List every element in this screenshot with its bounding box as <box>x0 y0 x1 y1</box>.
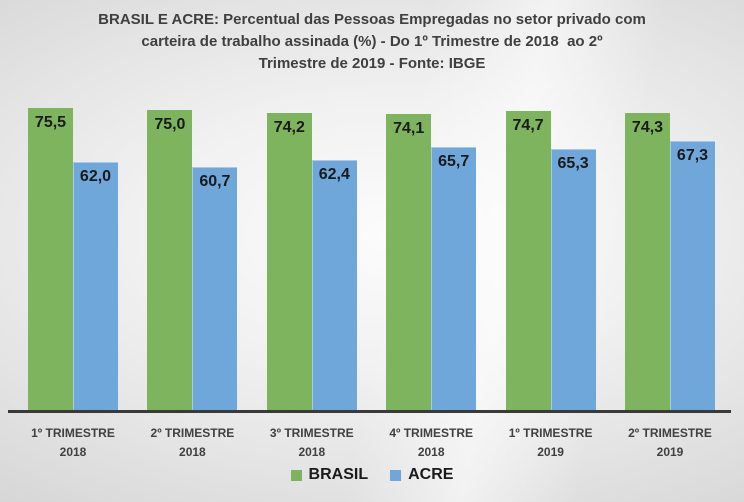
bar-value-label: 75,0 <box>154 116 186 133</box>
x-axis-category-year: 2019 <box>537 445 564 459</box>
bar-value-label: 60,7 <box>199 173 231 190</box>
legend-item-brasil: BRASIL <box>290 466 369 484</box>
bar-acre: 67,3 <box>670 141 715 410</box>
x-axis-category-quarter: 2º TRIMESTRE <box>150 426 235 440</box>
x-axis-category: 2º TRIMESTRE 2019 <box>608 424 732 462</box>
bar-value-label: 74,7 <box>512 117 544 134</box>
x-axis-line <box>8 410 731 413</box>
bar-brasil: 74,1 <box>386 114 432 410</box>
bar-value-label: 74,2 <box>273 119 305 136</box>
x-axis-category-quarter: 1º TRIMESTRE <box>31 426 115 440</box>
bar-value-label: 62,0 <box>79 168 112 185</box>
bar-brasil: 74,2 <box>266 113 312 410</box>
legend-swatch-acre <box>390 469 402 481</box>
chart-title: BRASIL E ACRE: Percentual das Pessoas Em… <box>40 9 704 75</box>
legend-swatch-brasil <box>290 469 302 481</box>
x-axis-category-quarter: 4º TRIMESTRE <box>389 426 474 440</box>
x-axis-category: 3º TRIMESTRE 2018 <box>250 424 374 462</box>
bar-value-label: 65,3 <box>557 155 589 172</box>
bar-acre: 60,7 <box>192 167 238 410</box>
bar-brasil: 74,7 <box>505 111 551 410</box>
bar-value-label: 62,4 <box>318 166 350 183</box>
x-axis-category: 1º TRIMESTRE 2018 <box>11 424 135 462</box>
x-axis-category: 4º TRIMESTRE 2018 <box>369 424 493 462</box>
legend-item-acre: ACRE <box>390 466 453 484</box>
bar-value-label: 74,3 <box>631 119 664 136</box>
bar-value-label: 75,5 <box>34 114 67 131</box>
x-axis-category-year: 2019 <box>656 445 684 459</box>
bar-brasil: 75,0 <box>147 110 193 410</box>
x-axis-category-year: 2018 <box>179 445 206 459</box>
bar-acre: 65,7 <box>431 147 477 410</box>
bar-brasil: 75,5 <box>28 108 73 410</box>
bar-acre: 62,0 <box>73 162 118 410</box>
x-axis-category-quarter: 3º TRIMESTRE <box>269 426 354 440</box>
x-axis-category-year: 2018 <box>59 445 87 459</box>
legend: BRASIL ACRE <box>0 466 744 484</box>
chart-title-line-2: carteira de trabalho assinada (%) - Do 1… <box>141 33 603 50</box>
x-axis-category-quarter: 2º TRIMESTRE <box>628 426 712 440</box>
bar-value-label: 65,7 <box>438 153 470 170</box>
x-axis-category-year: 2018 <box>417 445 445 459</box>
chart-title-line-1: BRASIL E ACRE: Percentual das Pessoas Em… <box>98 11 646 28</box>
bar-value-label: 74,1 <box>393 120 425 137</box>
x-axis-category-year: 2018 <box>298 445 326 459</box>
bar-value-label: 67,3 <box>676 147 709 164</box>
legend-label-brasil: BRASIL <box>308 466 369 483</box>
x-axis-category-quarter: 1º TRIMESTRE <box>508 426 593 440</box>
chart-title-line-3: Trimestre de 2019 - Fonte: IBGE <box>258 55 486 72</box>
legend-label-acre: ACRE <box>408 466 454 483</box>
x-axis-category: 1º TRIMESTRE 2019 <box>489 424 613 462</box>
x-axis-category: 2º TRIMESTRE 2018 <box>130 424 254 462</box>
bar-acre: 62,4 <box>311 160 357 410</box>
bar-brasil: 74,3 <box>625 113 670 410</box>
bar-acre: 65,3 <box>550 149 596 410</box>
